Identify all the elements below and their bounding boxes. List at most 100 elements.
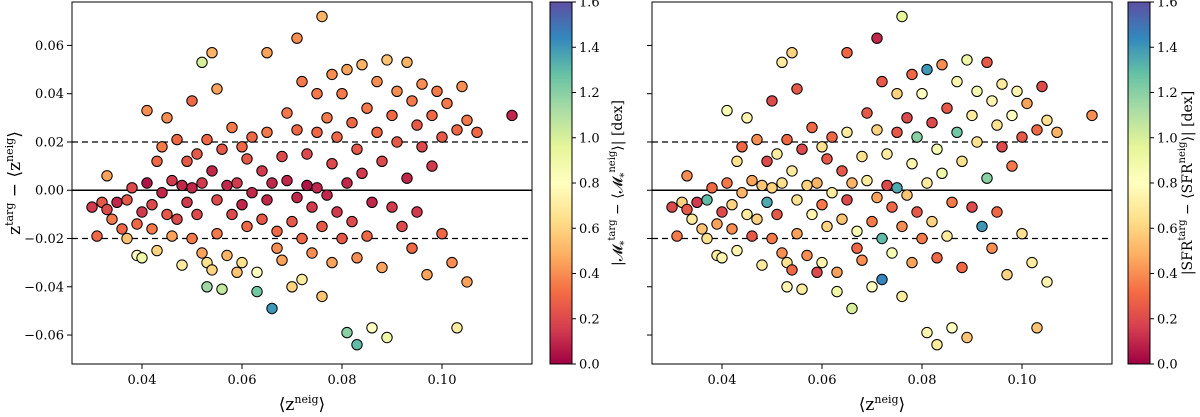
scatter-point: [401, 172, 413, 184]
scatter-point: [871, 191, 883, 204]
scatter-point: [1016, 228, 1028, 240]
scatter-point: [211, 83, 223, 95]
scatter-point: [391, 85, 403, 98]
scatter-point: [801, 179, 813, 192]
scatter-point: [166, 230, 178, 242]
scatter-point: [216, 283, 228, 295]
scatter-point: [871, 124, 883, 136]
scatter-point: [811, 266, 823, 278]
scatter-point: [896, 10, 908, 23]
scatter-point: [806, 208, 818, 221]
scatter-point: [176, 259, 188, 271]
scatter-point: [971, 85, 983, 98]
scatter-point: [131, 218, 143, 230]
scatter-point: [896, 220, 908, 233]
y-tick-label: 0.04: [35, 87, 64, 102]
scatter-point: [291, 32, 303, 44]
x-tick-label: 0.08: [328, 373, 357, 388]
scatter-point: [771, 148, 783, 160]
colorbar-tick-label: 1.6: [1157, 0, 1178, 11]
scatter-point: [281, 107, 293, 119]
x-tick-label: 0.06: [808, 373, 837, 388]
scatter-point: [1006, 160, 1018, 172]
scatter-point: [936, 167, 948, 180]
scatter-point: [381, 54, 393, 66]
scatter-point: [866, 281, 878, 293]
scatter-point: [906, 68, 918, 81]
scatter-point: [201, 281, 213, 293]
scatter-point: [791, 228, 803, 240]
scatter-point: [221, 179, 233, 192]
scatter-point: [386, 201, 398, 213]
colorbar: 0.0 0.2 0.4 0.6 0.8 1.0 1.2 1.4 1.6 |SFRtarg − ⟨…: [1127, 0, 1196, 373]
scatter-point: [666, 201, 678, 213]
scatter-point: [826, 187, 838, 199]
colorbar-tick-label: 1.0: [579, 131, 600, 146]
y-tick-label: −0.02: [24, 232, 64, 247]
scatter-point: [746, 230, 758, 242]
scatter-point: [431, 85, 443, 98]
scatter-point: [106, 213, 118, 225]
scatter-point: [261, 47, 273, 59]
scatter-point: [351, 143, 363, 155]
scatter-point: [181, 196, 193, 209]
scatter-point: [911, 206, 923, 218]
scatter-point: [846, 302, 858, 315]
scatter-point: [716, 206, 728, 218]
scatter-point: [166, 174, 178, 187]
scatter-point: [856, 254, 868, 266]
scatter-point: [426, 109, 438, 122]
scatter-point: [1051, 126, 1063, 139]
scatter-point: [231, 177, 243, 189]
scatter-point: [241, 153, 253, 165]
scatter-point: [951, 126, 963, 139]
scatter-point: [1036, 80, 1048, 93]
x-tick-label: 0.04: [128, 373, 157, 388]
scatter-point: [861, 174, 873, 187]
scatter-point: [1011, 85, 1023, 98]
scatter-point: [286, 215, 298, 228]
scatter-point: [846, 177, 858, 189]
colorbar-gradient: [549, 1, 573, 365]
scatter-point: [946, 322, 958, 334]
scatter-point: [826, 131, 838, 143]
scatter-point: [291, 124, 303, 136]
scatter-point: [311, 88, 323, 100]
scatter-point: [841, 126, 853, 139]
scatter-point: [891, 182, 903, 194]
scatter-point: [866, 215, 878, 228]
scatter-point: [886, 247, 898, 259]
scatter-point: [696, 223, 708, 235]
scatter-point: [856, 150, 868, 163]
scatter-point: [136, 206, 148, 218]
scatter-point: [236, 141, 248, 153]
scatter-point: [296, 273, 308, 286]
scatter-point: [171, 213, 183, 225]
scatter-point: [876, 232, 888, 245]
scatter-point: [931, 252, 943, 264]
scatter-point: [316, 10, 328, 23]
scatter-point: [446, 256, 458, 269]
scatter-point: [751, 133, 763, 146]
scatter-point: [686, 213, 698, 225]
y-tick-label: −0.04: [24, 280, 64, 295]
scatter-point: [766, 182, 778, 194]
colorbar-tick-label: 0.0: [579, 358, 600, 373]
scatter-point: [121, 232, 133, 245]
scatter-point: [461, 276, 473, 288]
scatter-point: [101, 170, 113, 182]
scatter-point: [141, 177, 153, 189]
scatter-point: [101, 203, 113, 216]
scatter-point: [906, 158, 918, 170]
scatter-point: [946, 196, 958, 209]
x-axis-label: ⟨zneig⟩: [279, 393, 325, 415]
colorbar-tick-label: 0.2: [1157, 312, 1178, 327]
scatter-point: [726, 223, 738, 235]
scatter-point: [331, 131, 343, 143]
scatter-point: [811, 177, 823, 189]
scatter-point: [316, 290, 328, 303]
scatter-point: [296, 75, 308, 88]
scatter-point: [371, 75, 383, 88]
scatter-point: [1086, 109, 1098, 122]
